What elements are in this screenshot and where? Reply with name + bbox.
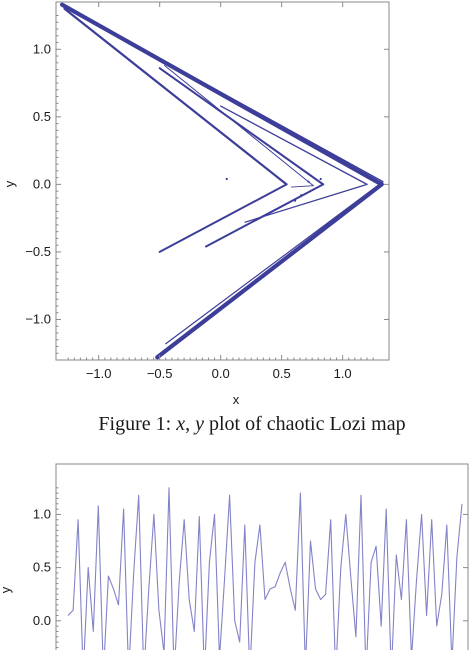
attractor-point-3 — [293, 199, 297, 202]
attractor-segment-4 — [63, 7, 288, 186]
plot2-ytick-label-2: 0.5 — [33, 560, 51, 575]
plot2-ytick-label-1: 0.0 — [33, 613, 51, 628]
plot1-ylabel: y — [2, 180, 17, 187]
figure1-caption: Figure 1: x, y plot of chaotic Lozi map — [98, 413, 405, 435]
caption-x: x — [175, 413, 185, 435]
caption-comma: , — [185, 413, 195, 435]
plot1-ytick-label-1: −0.5 — [25, 244, 51, 259]
plot1-xtick-label-0: −1.0 — [86, 366, 112, 381]
plot1-xtick-label-4: 1.0 — [334, 366, 352, 381]
plot1-ytick-label-4: 1.0 — [33, 41, 51, 56]
attractor-segment-11 — [244, 183, 368, 223]
attractor-segment-9 — [290, 185, 314, 188]
caption-prefix: Figure 1: — [98, 413, 176, 435]
plot2-ytick-label-3: 1.0 — [33, 506, 51, 521]
attractor-segment-10 — [220, 105, 368, 186]
plot1-ytick-label-2: 0.0 — [33, 176, 51, 191]
attractor-segment-8 — [164, 64, 314, 187]
plot1-axes: −1.0 −0.5 0.0 0.5 1.0 −1.0 −0.5 0.0 0.5 1.0 — [25, 2, 389, 381]
attractor-segment-5 — [158, 183, 288, 253]
plot1-xtick-label-3: 0.5 — [273, 366, 291, 381]
plot1-frame — [55, 1, 390, 361]
attractor-segment-7 — [205, 183, 325, 248]
lozi-xy-plot: −1.0 −0.5 0.0 0.5 1.0 −1.0 −0.5 0.0 0.5 1.0 y x — [2, 1, 390, 407]
plot1-data-layer — [59, 2, 384, 360]
caption-suffix: plot of chaotic Lozi map — [204, 413, 406, 435]
attractor-point-0 — [225, 177, 228, 181]
plot1-ytick-label-3: 0.5 — [33, 109, 51, 124]
plot1-xlabel: x — [233, 392, 240, 407]
plot1-ytick-label-0: −1.0 — [25, 311, 51, 326]
attractor-point-1 — [307, 180, 310, 183]
plot2-frame — [55, 463, 469, 650]
attractor-point-2 — [319, 177, 322, 181]
attractor-segment-1 — [63, 5, 384, 183]
attractor-segment-6 — [158, 67, 325, 186]
attractor-segment-3 — [165, 181, 384, 345]
caption-y: y — [193, 413, 204, 435]
plot2-axes: −0.50.00.51.0 — [33, 487, 468, 648]
plot2-ylabel: y — [0, 586, 13, 593]
attractor-point-4 — [300, 194, 303, 197]
lozi-time-series-plot: −0.50.00.51.0 y — [0, 463, 469, 650]
plot1-xtick-label-1: −0.5 — [147, 366, 173, 381]
plot1-xtick-label-2: 0.0 — [212, 366, 230, 381]
plot2-data-layer — [67, 487, 463, 650]
series-y-line — [67, 487, 463, 650]
attractor-segment-2 — [155, 182, 384, 360]
